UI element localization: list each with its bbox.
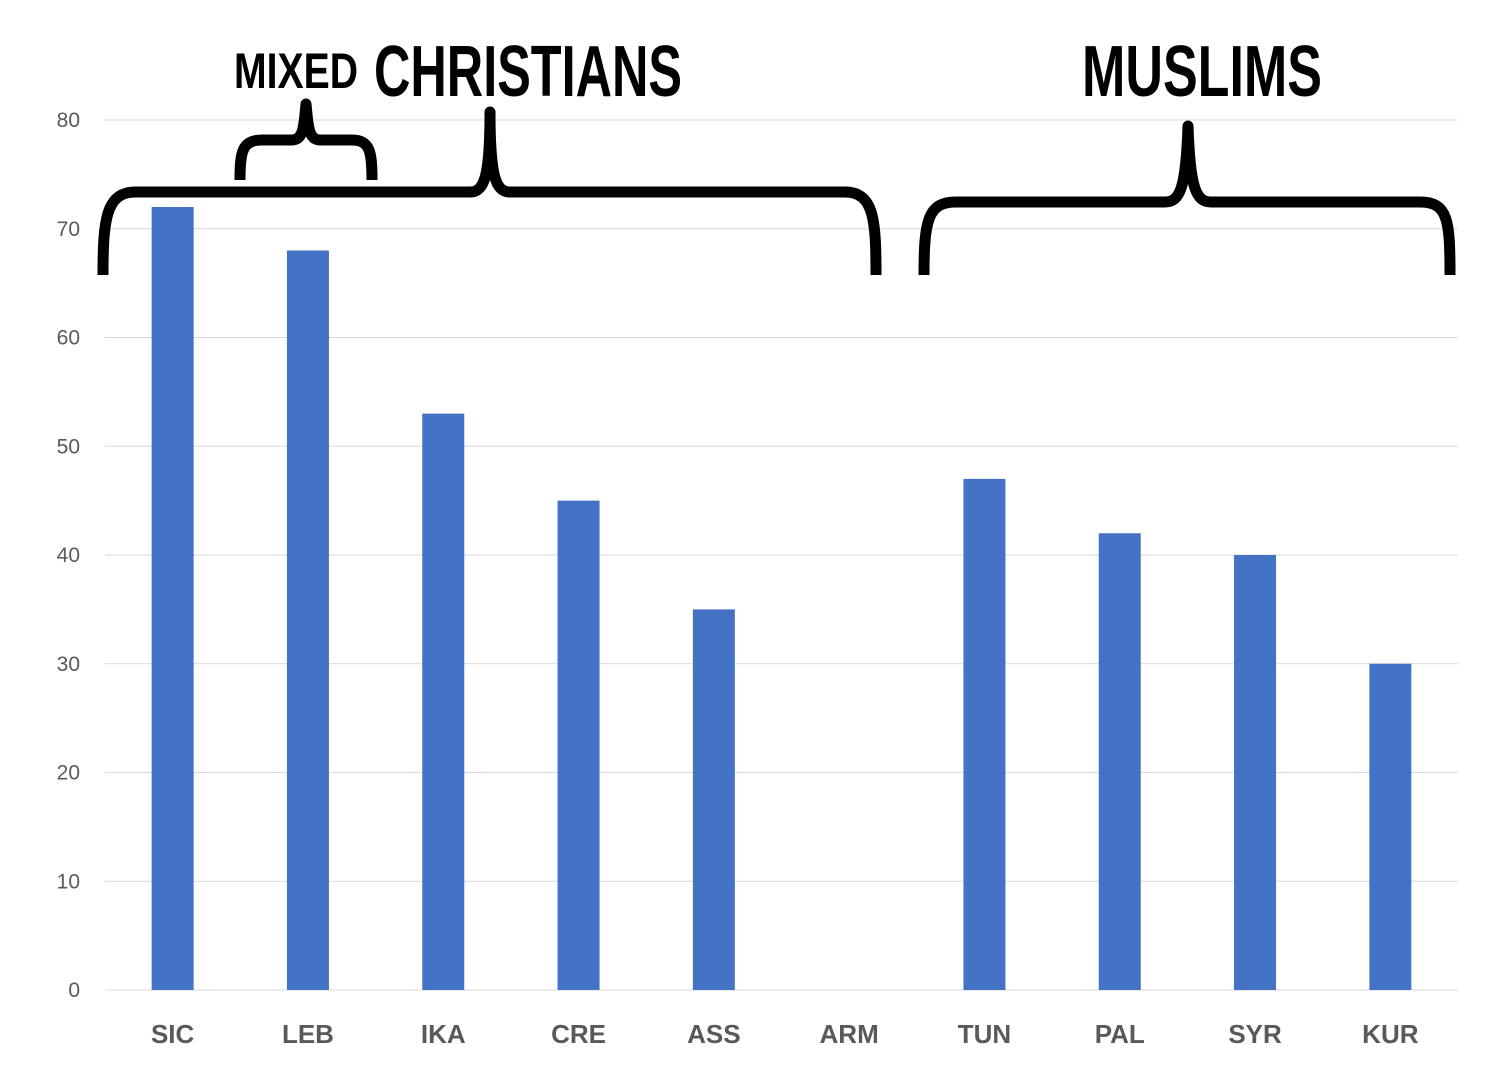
y-tick-label: 20 <box>57 762 80 785</box>
mixed-label: MIXED <box>234 43 358 99</box>
x-tick-label: IKA <box>421 1019 466 1049</box>
x-tick-label: TUN <box>958 1019 1011 1049</box>
christians-brace <box>97 106 882 276</box>
x-tick-label: CRE <box>551 1019 606 1049</box>
group-braces <box>97 98 1456 276</box>
bar-sic <box>151 207 194 990</box>
muslims-brace <box>918 120 1456 276</box>
x-tick-label: ASS <box>687 1019 740 1049</box>
bar-kur <box>1369 663 1412 990</box>
bar-pal <box>1098 533 1141 990</box>
grid-lines <box>105 119 1458 991</box>
bar-syr <box>1234 555 1277 990</box>
christians-label: CHRISTIANS <box>374 32 682 112</box>
y-tick-label: 40 <box>57 544 80 567</box>
y-tick-label: 50 <box>57 435 80 458</box>
y-tick-label: 70 <box>57 218 80 241</box>
y-axis-ticks: 0 10 20 30 40 50 60 70 80 <box>57 109 80 1002</box>
y-tick-label: 0 <box>68 979 80 1002</box>
bar-ika <box>422 413 465 990</box>
muslims-label: MUSLIMS <box>1082 32 1322 112</box>
bar-ass <box>692 609 735 990</box>
mixed-brace <box>234 98 378 181</box>
x-tick-label: KUR <box>1362 1019 1419 1049</box>
x-tick-label: SIC <box>151 1019 195 1049</box>
bars <box>151 207 1412 990</box>
bar-tun <box>963 478 1006 990</box>
y-tick-label: 60 <box>57 327 80 350</box>
x-tick-label: ARM <box>820 1019 879 1049</box>
x-tick-label: PAL <box>1095 1019 1145 1049</box>
y-tick-label: 10 <box>57 870 80 893</box>
x-axis-ticks: SIC LEB IKA CRE ASS ARM TUN PAL SYR KUR <box>151 1019 1419 1049</box>
bar-cre <box>557 500 600 990</box>
y-tick-label: 30 <box>57 653 80 676</box>
x-tick-label: LEB <box>282 1019 334 1049</box>
y-tick-label: 80 <box>57 109 80 132</box>
x-tick-label: SYR <box>1228 1019 1282 1049</box>
bar-leb <box>286 250 329 990</box>
